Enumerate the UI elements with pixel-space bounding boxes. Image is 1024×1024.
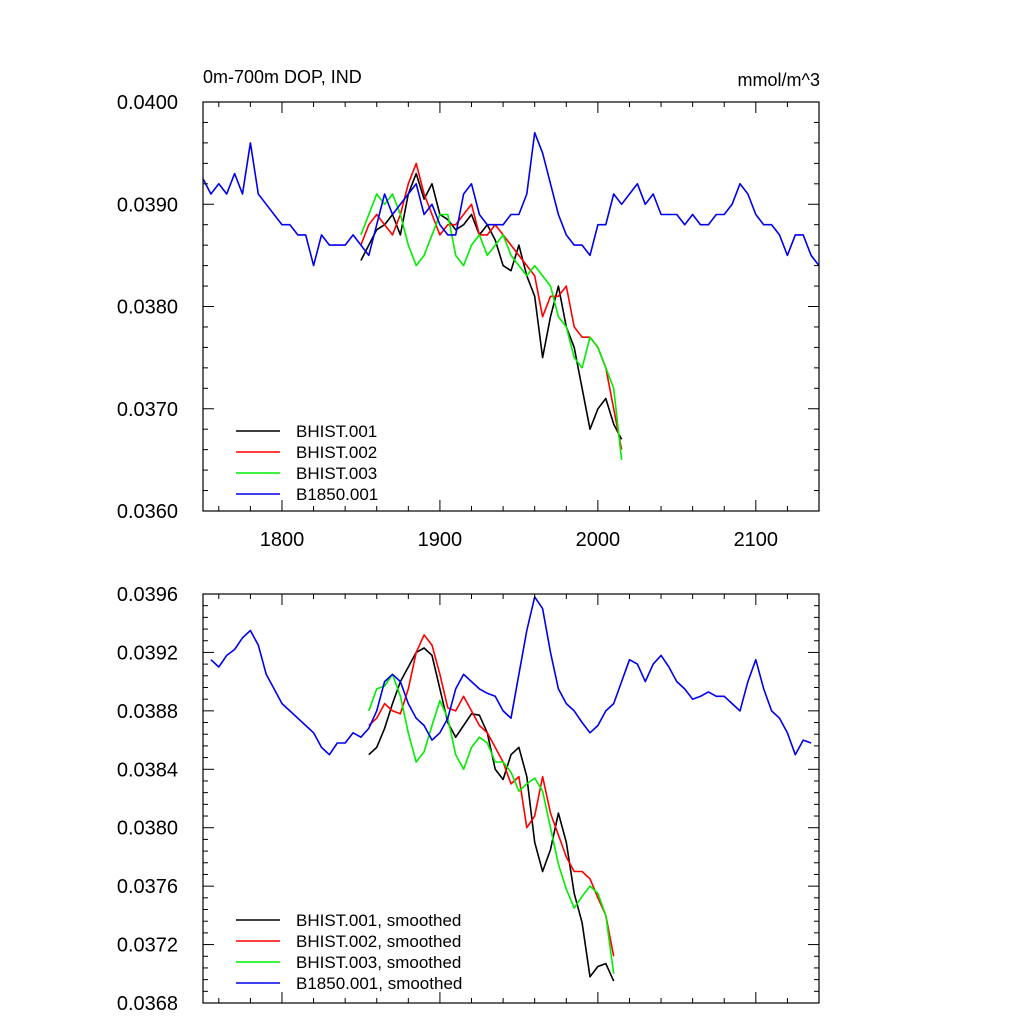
y-tick-label: 0.0368 — [117, 993, 178, 1015]
legend-label: B1850.001 — [296, 485, 378, 504]
y-tick-label: 0.0376 — [117, 876, 178, 898]
y-tick-label: 0.0370 — [117, 399, 178, 421]
x-tick-label: 1900 — [418, 529, 463, 551]
series-line-bhist-003 — [360, 193, 623, 460]
y-tick-label: 0.0390 — [117, 194, 178, 216]
series-line-bhist-002 — [360, 162, 623, 450]
series-line-b1850-001-smoothed — [210, 596, 812, 756]
legend-label: BHIST.002, smoothed — [296, 932, 461, 951]
x-tick-label: 2100 — [734, 529, 779, 551]
legend-label: BHIST.001, smoothed — [296, 911, 461, 930]
y-tick-label: 0.0384 — [117, 759, 178, 781]
plot-frame-bottom — [202, 593, 820, 1004]
x-tick-label: 2000 — [576, 529, 621, 551]
y-tick-label: 0.0388 — [117, 701, 178, 723]
y-tick-label: 0.0360 — [117, 501, 178, 523]
x-tick-label: 1800 — [260, 529, 305, 551]
legend-label: BHIST.002 — [296, 443, 377, 462]
top-panel: 0m-700m DOP, IND mmol/m^3 1800 1900 2000 21… — [117, 67, 820, 551]
legend-label: BHIST.003, smoothed — [296, 953, 461, 972]
y-tick-label: 0.0400 — [117, 92, 178, 114]
y-tick-label: 0.0392 — [117, 642, 178, 664]
y-tick-label: 0.0396 — [117, 584, 178, 606]
y-tick-label: 0.0372 — [117, 935, 178, 957]
legend-label: B1850.001, smoothed — [296, 974, 462, 993]
legend-label: BHIST.003 — [296, 464, 377, 483]
legend-label: BHIST.001 — [296, 422, 377, 441]
y-tick-label: 0.0380 — [117, 297, 178, 319]
chart-title: 0m-700m DOP, IND — [203, 67, 362, 87]
series-line-b1850-001 — [202, 131, 820, 267]
series-line-bhist-002-smoothed — [368, 634, 615, 957]
bottom-panel: 0.0368 0.0372 0.0376 0.0380 0.0384 0.0388 0.03… — [117, 584, 820, 1015]
y-tick-label: 0.0380 — [117, 818, 178, 840]
series-line-bhist-003-smoothed — [368, 673, 615, 974]
chart-units: mmol/m^3 — [738, 70, 820, 90]
series-line-bhist-001 — [360, 172, 623, 440]
